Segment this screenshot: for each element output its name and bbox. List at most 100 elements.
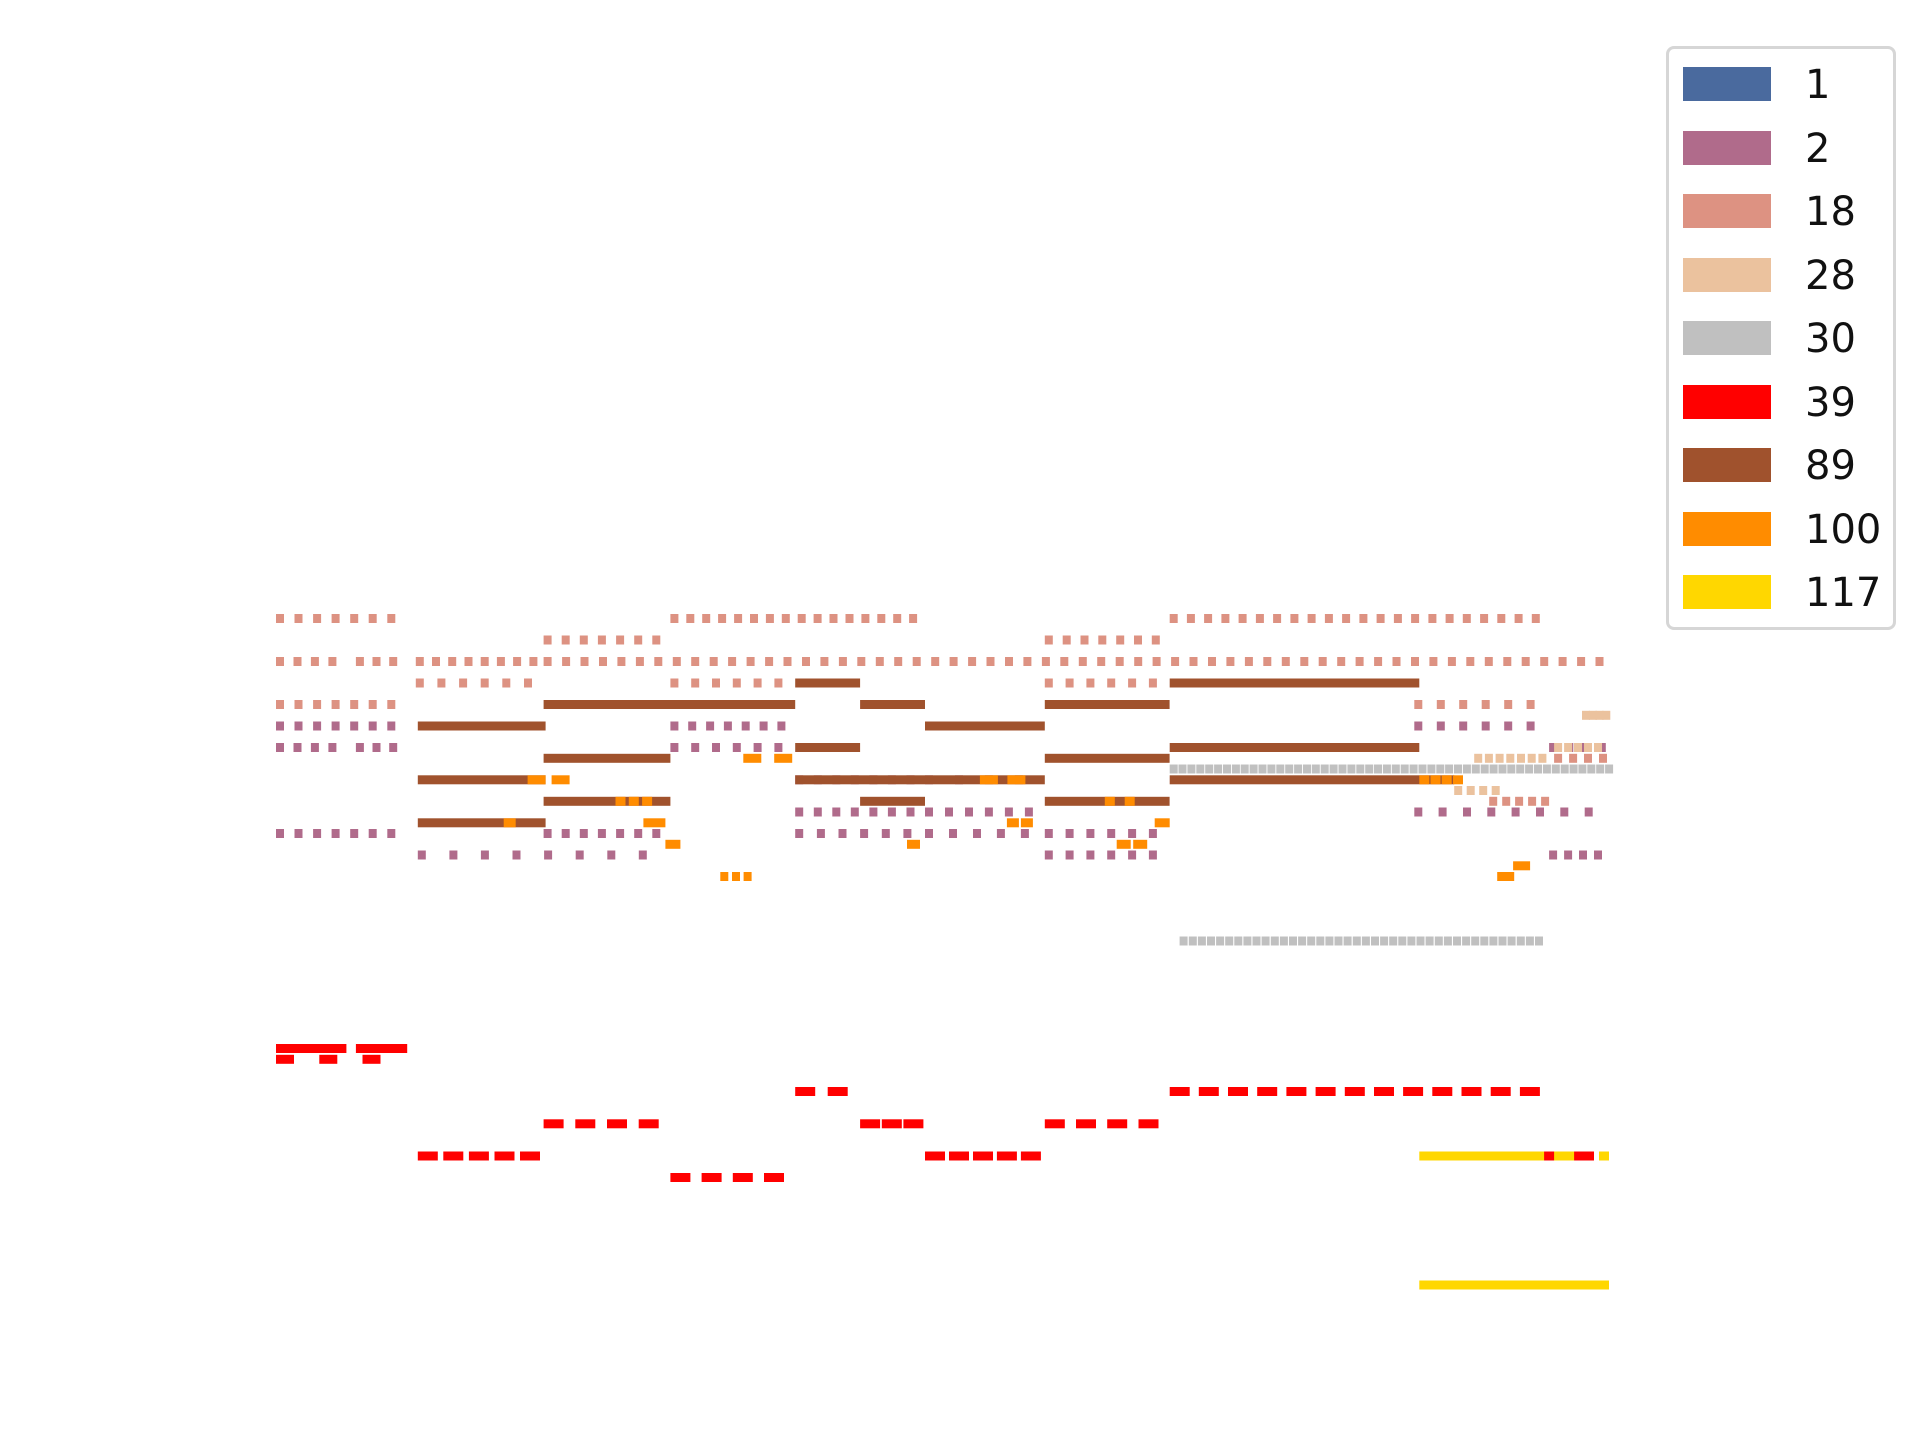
note-2-3-1-4 <box>1004 807 1013 817</box>
note-18-2-0-0 <box>276 657 284 666</box>
note-18-4-1-1 <box>1436 700 1445 709</box>
note-18-4-1-3 <box>1481 700 1490 709</box>
note-18-4-0-2 <box>313 700 322 709</box>
note-30-0-0-6 <box>1223 764 1231 774</box>
note-2-1-2-5 <box>774 743 783 752</box>
note-100-4-2-0 <box>1116 839 1131 849</box>
note-2-5-1-3 <box>1107 850 1116 860</box>
note-18-2-3-26 <box>1023 657 1032 666</box>
note-18-3-0-3 <box>480 678 489 688</box>
note-100-3-2-1 <box>1020 818 1033 828</box>
note-2-0-0-5 <box>368 721 377 731</box>
note-39-4-0-3 <box>494 1151 515 1161</box>
note-30-0-0-16 <box>1311 764 1320 774</box>
note-89-6-1-0 <box>860 796 925 806</box>
note-18-2-0-1 <box>293 657 302 666</box>
note-28-2-0-6 <box>1538 753 1547 763</box>
note-30-0-0-35 <box>1480 764 1489 774</box>
legend-item-39: 39 <box>1669 383 1893 423</box>
note-2-0-0-1 <box>294 721 303 731</box>
note-89-0-1-0 <box>1169 678 1420 688</box>
legend-item-30: 30 <box>1669 319 1893 359</box>
note-100-2-0-1 <box>628 796 639 806</box>
note-39-2-1-2 <box>1228 1087 1248 1096</box>
note-30-1-0-16 <box>1325 936 1334 946</box>
note-30-1-0-26 <box>1416 936 1425 946</box>
note-100-2-1-0 <box>1104 796 1115 806</box>
note-18-2-3-21 <box>931 657 940 666</box>
note-100-2-0-2 <box>642 796 653 806</box>
note-18-2-3-55 <box>1558 657 1567 666</box>
note-2-1-0-2 <box>310 743 319 752</box>
note-28-3-0-1 <box>1466 786 1475 795</box>
note-30-0-0-24 <box>1382 764 1391 774</box>
note-2-1-3-0 <box>1549 743 1558 752</box>
note-2-4-3-3 <box>996 829 1005 838</box>
note-18-3-0-5 <box>524 678 532 688</box>
note-117-0-1-0 <box>1554 1151 1575 1161</box>
note-30-1-0-10 <box>1270 936 1279 946</box>
note-39-0-0-3 <box>328 1044 347 1053</box>
note-30-0-0-7 <box>1231 764 1240 774</box>
note-100-6-1-0 <box>1497 872 1515 881</box>
legend-item-28: 28 <box>1669 256 1893 296</box>
note-18-2-2-1 <box>432 657 440 666</box>
legend-swatch <box>1683 67 1771 101</box>
note-18-2-3-1 <box>562 657 571 666</box>
note-18-0-0-4 <box>350 614 359 623</box>
note-100-1-2-1 <box>1430 775 1441 785</box>
note-30-0-0-8 <box>1240 764 1249 774</box>
note-39-2-1-9 <box>1432 1087 1453 1096</box>
note-39-4-0-4 <box>520 1151 540 1161</box>
legend-label: 39 <box>1805 379 1856 426</box>
note-100-3-2-0 <box>1006 818 1019 828</box>
note-39-3-1-0 <box>860 1119 881 1129</box>
note-28-3-0-0 <box>1454 786 1463 795</box>
note-2-0-0-0 <box>276 721 284 731</box>
note-2-4-0-3 <box>331 829 340 838</box>
legend-label: 30 <box>1805 316 1856 362</box>
note-28-1-0-1 <box>1564 743 1573 752</box>
legend-swatch <box>1683 511 1771 546</box>
note-18-5-0-3 <box>1599 753 1607 763</box>
note-18-2-3-7 <box>672 657 681 666</box>
note-18-0-1-13 <box>877 614 886 623</box>
note-30-0-0-14 <box>1294 764 1303 774</box>
note-18-1-1-2 <box>1080 635 1089 645</box>
note-30-0-0-41 <box>1534 764 1542 774</box>
note-2-5-0-1 <box>449 850 458 860</box>
note-2-4-2-1 <box>816 829 825 838</box>
note-18-1-1-3 <box>1098 635 1107 645</box>
note-18-0-0-5 <box>368 614 377 623</box>
note-18-0-2-14 <box>1411 614 1420 623</box>
note-18-2-2-0 <box>415 657 424 666</box>
note-18-0-2-2 <box>1204 614 1213 623</box>
note-39-4-1-2 <box>973 1151 993 1161</box>
note-89-5-1-0 <box>795 775 925 785</box>
note-18-0-2-12 <box>1376 614 1385 623</box>
note-18-2-3-11 <box>746 657 755 666</box>
note-39-2-1-11 <box>1490 1087 1511 1096</box>
note-39-5-0-0 <box>670 1173 691 1182</box>
note-100-0-0-0 <box>743 753 762 763</box>
note-89-7-0-0 <box>417 818 546 828</box>
note-30-0-0-32 <box>1454 764 1462 774</box>
note-18-2-3-52 <box>1503 657 1512 666</box>
series-18 <box>276 614 1607 806</box>
note-18-2-3-40 <box>1281 657 1290 666</box>
note-30-1-0-27 <box>1425 936 1434 946</box>
note-28-2-0-1 <box>1484 753 1493 763</box>
note-89-2-0-0 <box>417 721 546 731</box>
series-2 <box>276 721 1606 860</box>
note-2-5-1-2 <box>1086 850 1095 860</box>
note-39-0-0-2 <box>310 1044 329 1053</box>
note-39-4-0-1 <box>443 1151 464 1161</box>
note-18-0-2-20 <box>1514 614 1523 623</box>
note-18-1-0-4 <box>616 635 625 645</box>
note-30-1-0-0 <box>1179 936 1188 946</box>
note-18-2-3-50 <box>1466 657 1475 666</box>
note-18-1-1-5 <box>1134 635 1142 645</box>
note-30-0-0-2 <box>1187 764 1196 774</box>
note-100-0-0-1 <box>774 753 793 763</box>
note-18-0-0-3 <box>331 614 340 623</box>
